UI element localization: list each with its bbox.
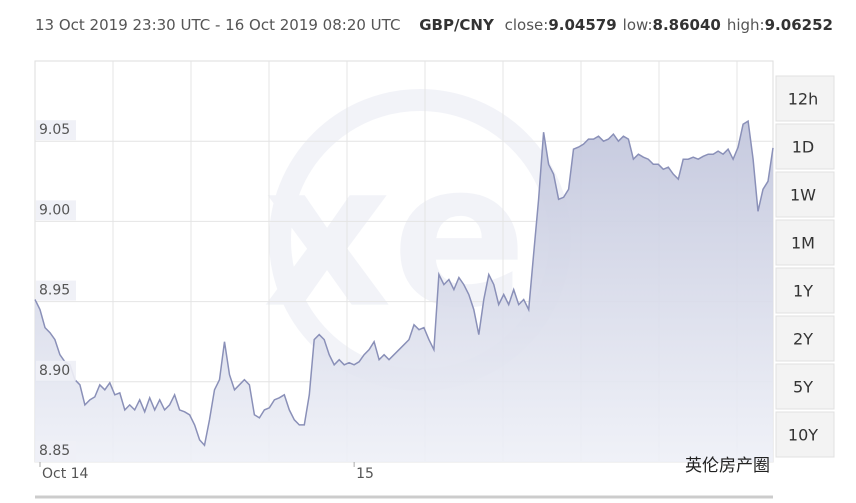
area-fill xyxy=(35,121,773,462)
stat-value: 9.06252 xyxy=(765,16,833,34)
range-button[interactable] xyxy=(775,75,835,122)
range-button-label[interactable]: 2Y xyxy=(793,330,813,349)
header: 13 Oct 2019 23:30 UTC - 16 Oct 2019 08:2… xyxy=(35,16,833,34)
y-tick-bg xyxy=(36,200,76,221)
stat-label: low: xyxy=(623,16,653,34)
watermark-text: 英伦房产圈 xyxy=(685,456,770,476)
range-button[interactable] xyxy=(775,123,835,170)
range-button[interactable] xyxy=(775,171,835,218)
stat-label: close: xyxy=(505,16,549,34)
range-button-label[interactable]: 10Y xyxy=(788,426,818,445)
range-button-label[interactable]: 1Y xyxy=(793,282,813,301)
range-button[interactable] xyxy=(775,219,835,266)
y-tick-label: 8.90 xyxy=(39,363,70,379)
y-tick-bg xyxy=(36,120,76,141)
range-button[interactable] xyxy=(775,315,835,362)
pair: GBP/CNY xyxy=(419,16,495,34)
stat-value: 8.86040 xyxy=(653,16,721,34)
stat-label: high: xyxy=(727,16,765,34)
y-tick-label: 9.00 xyxy=(39,202,70,218)
x-tick-label: Oct 14 xyxy=(42,466,89,482)
y-tick-label: 9.05 xyxy=(39,122,70,138)
line xyxy=(34,119,774,447)
x-tick-label: 15 xyxy=(356,466,374,482)
range-button-label[interactable]: 12h xyxy=(788,90,819,109)
range-button-label[interactable]: 1D xyxy=(792,138,815,157)
range-button[interactable] xyxy=(775,267,835,314)
stat-value: 9.04579 xyxy=(548,16,616,34)
range-button-label[interactable]: 5Y xyxy=(793,378,813,397)
range-button-label[interactable]: 1M xyxy=(791,234,815,253)
y-tick-label: 8.95 xyxy=(39,283,70,299)
range-button-label[interactable]: 1W xyxy=(790,186,816,205)
y-tick-bg xyxy=(36,441,76,461)
y-tick-label: 8.85 xyxy=(39,443,70,459)
y-tick-bg xyxy=(36,280,76,301)
y-tick-bg xyxy=(36,360,76,381)
date-range: 13 Oct 2019 23:30 UTC - 16 Oct 2019 08:2… xyxy=(35,16,400,34)
range-button[interactable] xyxy=(775,363,835,410)
range-button[interactable] xyxy=(775,411,835,458)
